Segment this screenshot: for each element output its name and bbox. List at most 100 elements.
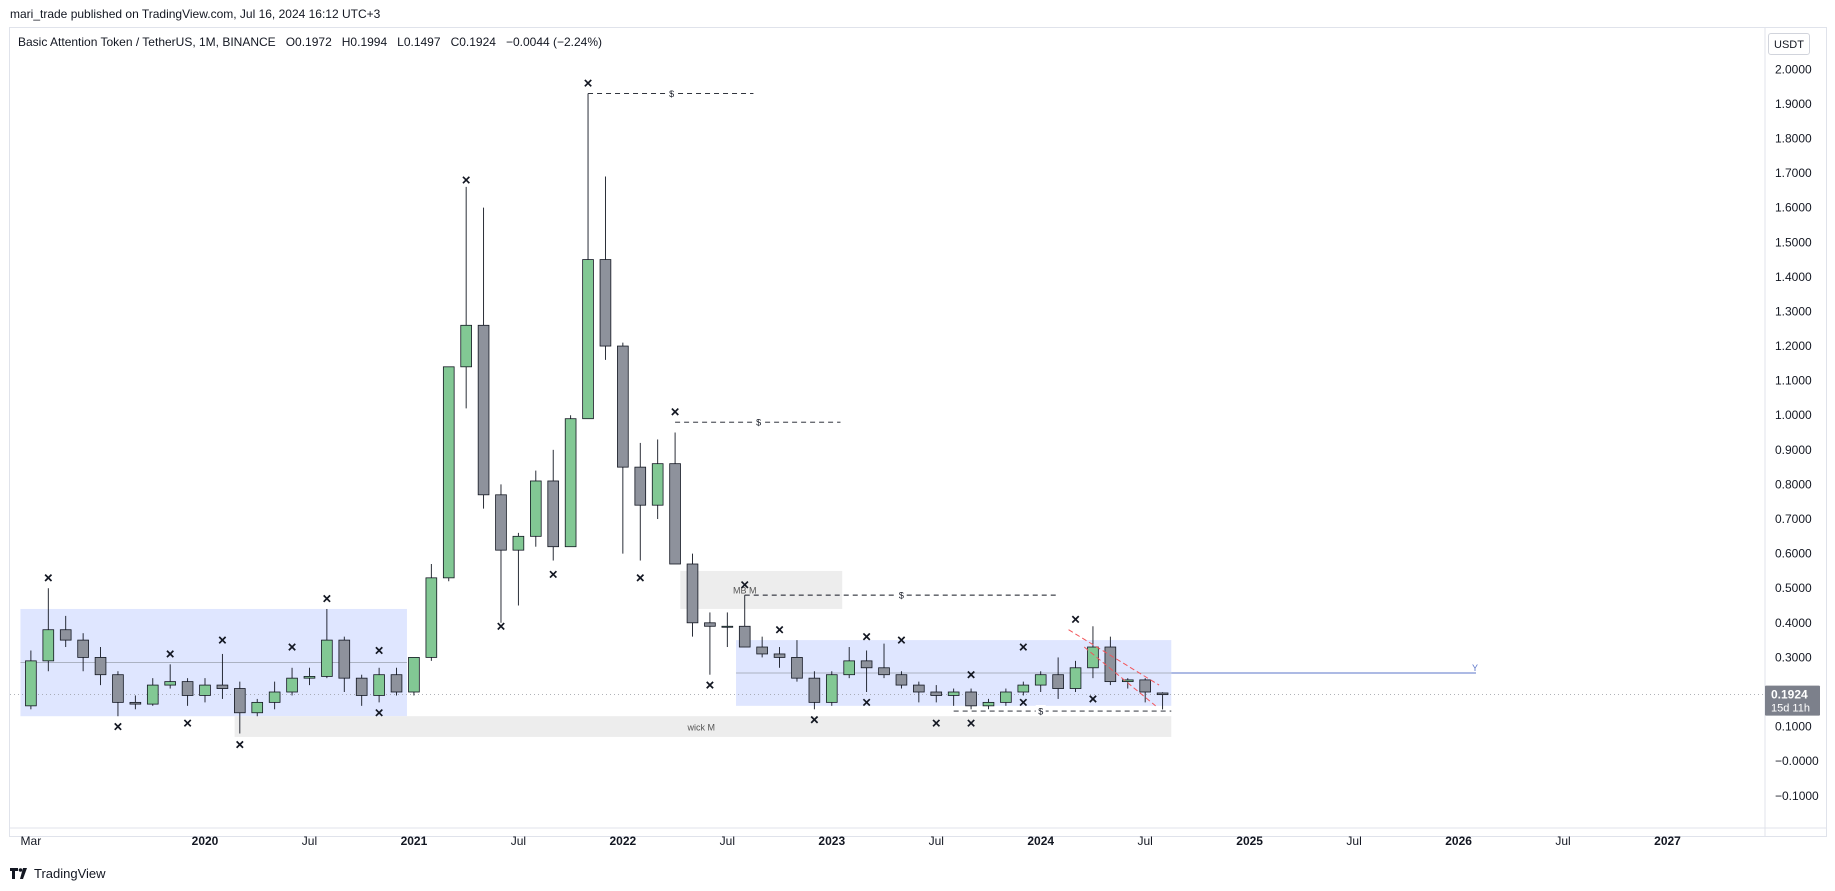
x-marker-22: [897, 636, 906, 644]
candle-body-28: [512, 535, 525, 551]
footer-brand: TradingView: [34, 866, 106, 881]
x-marker-27: [1019, 698, 1028, 707]
candle-body-36: [651, 463, 664, 506]
x-tick-label: Jul: [929, 834, 944, 848]
x-tick-label: 2026: [1445, 834, 1472, 848]
y-tick-label: 1.1000: [1775, 374, 1812, 388]
candle-body-34: [617, 345, 629, 468]
candle-body-46: [825, 674, 838, 703]
symbol-legend: Basic Attention Token / TetherUS, 1M, BI…: [18, 35, 602, 49]
candle-body-12: [234, 688, 246, 714]
candle-body-48: [860, 660, 873, 669]
x-marker-9: [375, 708, 383, 717]
ohlc-low: L0.1497: [397, 35, 441, 49]
candle-body-0: [25, 660, 37, 707]
y-tick-label: 1.2000: [1775, 339, 1812, 353]
y-tick-label: 1.9000: [1775, 97, 1812, 111]
x-marker-11: [497, 622, 505, 631]
chart-frame: [9, 27, 1827, 837]
candle-body-2: [59, 629, 72, 641]
candle-body-16: [303, 676, 316, 679]
x-tick-label: Mar: [21, 834, 42, 848]
candle-body-31: [564, 418, 577, 548]
x-marker-4: [218, 636, 227, 644]
level-label-0: Y: [1472, 663, 1478, 673]
candle-body-40: [721, 625, 734, 628]
candle-body-42: [756, 646, 768, 655]
candle-body-45: [808, 677, 821, 703]
y-tick-label: 1.0000: [1775, 408, 1812, 422]
dashed-level-label-bg-0: [666, 87, 677, 99]
candle-body-37: [669, 463, 681, 565]
y-tick-label: 0.6000: [1775, 547, 1812, 561]
x-tick-label: 2024: [1027, 834, 1054, 848]
x-marker-16: [706, 681, 714, 689]
candle-body-65: [1156, 692, 1169, 696]
currency-unit-button[interactable]: USDT: [1768, 33, 1810, 55]
x-tick-label: Jul: [1346, 834, 1361, 848]
x-marker-24: [967, 670, 975, 679]
zone-grey-2: [680, 570, 843, 609]
last-price-value: 0.1924: [1771, 688, 1808, 702]
symbol-title[interactable]: Basic Attention Token / TetherUS, 1M, BI…: [18, 35, 276, 49]
x-marker-29: [1089, 695, 1097, 703]
y-tick-label: 0.4000: [1775, 616, 1812, 630]
candle-body-59: [1052, 674, 1064, 689]
y-tick-label: 1.6000: [1775, 201, 1812, 215]
x-marker-21: [862, 698, 871, 707]
y-tick-label: 1.3000: [1775, 304, 1812, 318]
x-tick-label: 2020: [192, 834, 219, 848]
tradingview-logo-icon: [10, 868, 27, 879]
candle-body-63: [1121, 679, 1134, 683]
y-tick-label: 1.8000: [1775, 131, 1812, 145]
candle-body-3: [77, 639, 89, 658]
x-marker-20: [862, 632, 871, 641]
candle-body-54: [965, 691, 977, 707]
candle-body-27: [495, 494, 507, 551]
dashed-level-label-bg-2: [896, 589, 907, 601]
x-marker-12: [549, 570, 558, 579]
candle-body-49: [878, 667, 890, 676]
x-marker-19: [810, 715, 819, 724]
x-marker-28: [1071, 615, 1080, 624]
x-marker-1: [114, 722, 122, 731]
candle-body-44: [791, 657, 803, 679]
ohlc-high: H0.1994: [341, 35, 388, 49]
candle-body-60: [1069, 667, 1082, 689]
x-marker-3: [183, 719, 192, 727]
candle-body-38: [686, 563, 699, 624]
y-tick-label: 0.1000: [1775, 720, 1812, 734]
x-marker-2: [166, 650, 174, 658]
candle-body-9: [181, 681, 194, 696]
x-marker-7: [323, 594, 331, 603]
x-marker-17: [740, 580, 749, 589]
zone-label-1: wick M: [686, 723, 715, 733]
x-marker-25: [967, 719, 975, 727]
y-tick-label: 0.8000: [1775, 477, 1812, 491]
candle-body-25: [460, 324, 472, 368]
candle-body-22: [408, 657, 420, 693]
y-tick-label: 0.5000: [1775, 581, 1812, 595]
candle-body-15: [286, 677, 298, 693]
dashed-level-label-1: $: [756, 418, 761, 428]
y-tick-label: 2.0000: [1775, 62, 1812, 76]
candle-body-7: [146, 684, 159, 705]
y-tick-label: 0.7000: [1775, 512, 1812, 526]
candle-body-17: [321, 639, 333, 677]
candle-body-62: [1104, 646, 1117, 683]
candle-body-14: [268, 691, 281, 703]
dashed-level-label-0: $: [669, 89, 674, 99]
x-tick-label: 2021: [401, 834, 428, 848]
dashed-level-label-bg-1: [753, 416, 764, 428]
candle-body-30: [547, 480, 560, 548]
candle-body-32: [582, 259, 594, 420]
candle-body-21: [390, 674, 403, 693]
candle-body-13: [251, 701, 264, 714]
y-tick-label: −0.0000: [1775, 754, 1819, 768]
x-marker-26: [1019, 643, 1028, 651]
candle-body-50: [895, 674, 908, 686]
candle-body-43: [773, 653, 786, 658]
y-tick-label: −0.1000: [1775, 789, 1819, 803]
candle-body-41: [738, 625, 751, 648]
